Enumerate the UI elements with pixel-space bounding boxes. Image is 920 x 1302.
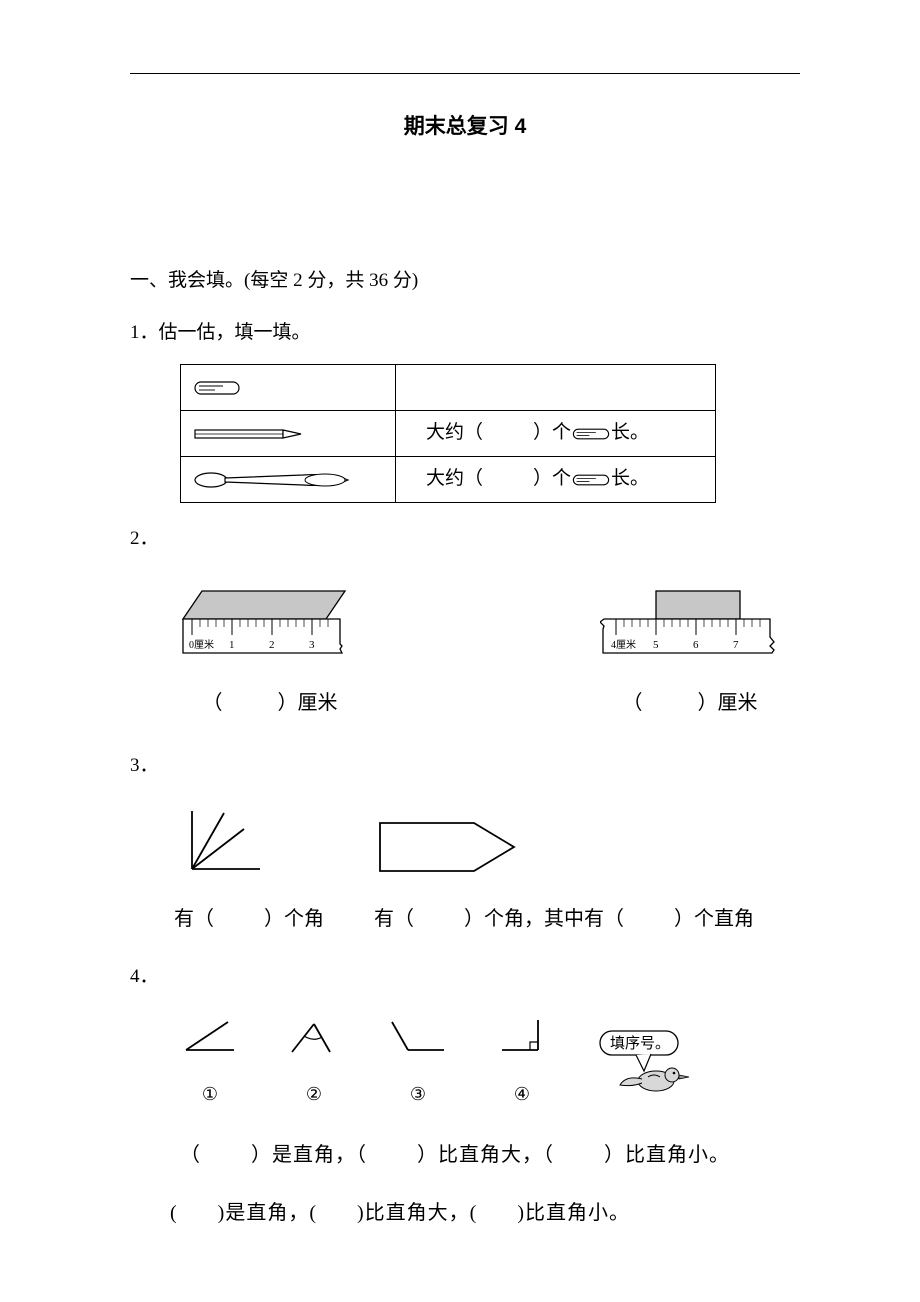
q3-label-2: 有（ ）个角，其中有（ ）个直角: [374, 897, 754, 941]
q4-s2-p1: (: [170, 1202, 178, 1224]
q1-r3-c2: 大约（ ）个 长。: [396, 456, 716, 502]
q1-r1-c1: [181, 364, 396, 410]
section-1-heading: 一、我会填。(每空 2 分，共 36 分): [130, 260, 800, 302]
spoon-icon: [193, 467, 353, 493]
pencil-icon: [193, 425, 303, 443]
svg-text:1: 1: [229, 639, 235, 651]
q4-label-1: ①: [180, 1075, 240, 1115]
q2-wrap: 0厘米 1 2 3 （ ）厘米: [180, 589, 780, 725]
q4-wrap: ① ② ③: [180, 1018, 800, 1235]
svg-text:7: 7: [733, 639, 739, 651]
q1-r2-prefix: 大约（: [426, 422, 483, 443]
q1-row-2: 大约（ ）个 长。: [181, 410, 716, 456]
bird-icon: [620, 1068, 689, 1091]
q3-2-prefix: 有（: [374, 908, 414, 930]
eraser-icon: [193, 378, 241, 398]
angle-obtuse-down-icon: [286, 1018, 342, 1054]
q4-label-3: ③: [388, 1075, 448, 1115]
q3-wrap: 有（ ）个角 有（ ）个角，其中有（ ）个直角: [174, 807, 800, 941]
q4-label-2: ②: [284, 1075, 344, 1115]
q1-r2-c2: 大约（ ）个 长。: [396, 410, 716, 456]
q4-s1-p3: ）比直角大，（: [417, 1144, 554, 1166]
q2-1-prefix: （: [203, 692, 223, 714]
q4-icon-1: ①: [180, 1018, 240, 1115]
q4-s1-p2: ）是直角，（: [251, 1144, 367, 1166]
q1-r2-unit-suffix: 长。: [611, 422, 649, 443]
content-area: 一、我会填。(每空 2 分，共 36 分) 1．估一估，填一填。: [130, 260, 800, 1235]
svg-text:6: 6: [693, 639, 699, 651]
q2-prompt: 2．: [130, 518, 800, 560]
q4-icon-4: ④: [492, 1018, 552, 1115]
q4-sentence-2: ( )是直角，( )比直角大，( )比直角小。: [170, 1191, 800, 1235]
svg-text:5: 5: [653, 639, 659, 651]
svg-text:0厘米: 0厘米: [189, 638, 214, 651]
parallelogram-ruler-icon: 0厘米 1 2 3: [180, 589, 360, 659]
q1-r3-unit-suffix: 长。: [611, 468, 649, 489]
q2-2-suffix: ）厘米: [698, 692, 758, 714]
svg-text:4厘米: 4厘米: [611, 638, 636, 651]
q1-r2-c1: [181, 410, 396, 456]
q3-prompt: 3．: [130, 745, 800, 787]
bubble-text: 填序号。: [610, 1035, 670, 1052]
q3-2-suffix: ）个直角: [674, 908, 754, 930]
svg-text:3: 3: [309, 639, 315, 651]
q3-1-prefix: 有（: [174, 908, 214, 930]
svg-text:2: 2: [269, 639, 275, 651]
q1-table: 大约（）个长。 大约（）个长。: [180, 364, 716, 503]
eraser-icon: [571, 472, 611, 488]
q3-item-2: 有（ ）个角，其中有（ ）个直角: [374, 817, 754, 941]
q4-sentence-1: （ ）是直角，（ ）比直角大，（ ）比直角小。: [180, 1133, 800, 1177]
q4-icons-row: ① ② ③: [180, 1018, 800, 1115]
q4-s2-p4: )比直角小。: [517, 1202, 630, 1224]
q2-2-prefix: （: [623, 692, 643, 714]
page-title: 期末总复习 4: [130, 110, 800, 140]
q4-s1-p1: （: [180, 1144, 201, 1166]
q1-r3-c1: [181, 456, 396, 502]
q2-label-1: （ ）厘米: [180, 681, 360, 725]
pentagon-house-icon: [374, 817, 524, 877]
q4-icon-3: ③: [388, 1018, 448, 1115]
rectangle-ruler-icon: 4厘米 5 6 7: [600, 589, 780, 659]
angle-right-icon: [494, 1018, 550, 1054]
angle-acute-icon: [182, 1018, 238, 1054]
q4-bird-col: 填序号。: [596, 1029, 696, 1115]
q4-s2-p3: )比直角大，(: [357, 1202, 477, 1224]
q4-s1-p4: ）比直角小。: [604, 1144, 730, 1166]
q1-r3-suffix: ）个: [533, 468, 571, 489]
q3-1-suffix: ）个角: [264, 908, 324, 930]
q1-prompt: 1．估一估，填一填。: [130, 312, 800, 354]
q1-r3-prefix: 大约（: [426, 468, 483, 489]
q1-row-1: [181, 364, 716, 410]
q3-item-1: 有（ ）个角: [174, 807, 324, 941]
q3-2-mid: ）个角，其中有（: [464, 908, 624, 930]
q1-r2-suffix: ）个: [533, 422, 571, 443]
q1-r1-c2: [396, 364, 716, 410]
q2-item-1: 0厘米 1 2 3 （ ）厘米: [180, 589, 360, 725]
eraser-icon: [571, 426, 611, 442]
angle-fan-icon: [174, 807, 274, 877]
page-top-rule: [130, 70, 800, 74]
q4-icon-2: ②: [284, 1018, 344, 1115]
q4-label-4: ④: [492, 1075, 552, 1115]
q4-s2-p2: )是直角，(: [218, 1202, 317, 1224]
q4-prompt: 4．: [130, 956, 800, 998]
q3-label-1: 有（ ）个角: [174, 897, 324, 941]
q2-1-suffix: ）厘米: [278, 692, 338, 714]
q2-label-2: （ ）厘米: [600, 681, 780, 725]
speech-bubble-icon: 填序号。: [596, 1029, 696, 1099]
q2-item-2: 4厘米 5 6 7 （ ）厘米: [600, 589, 780, 725]
q1-row-3: 大约（ ）个 长。: [181, 456, 716, 502]
angle-obtuse-flat-icon: [390, 1018, 446, 1054]
